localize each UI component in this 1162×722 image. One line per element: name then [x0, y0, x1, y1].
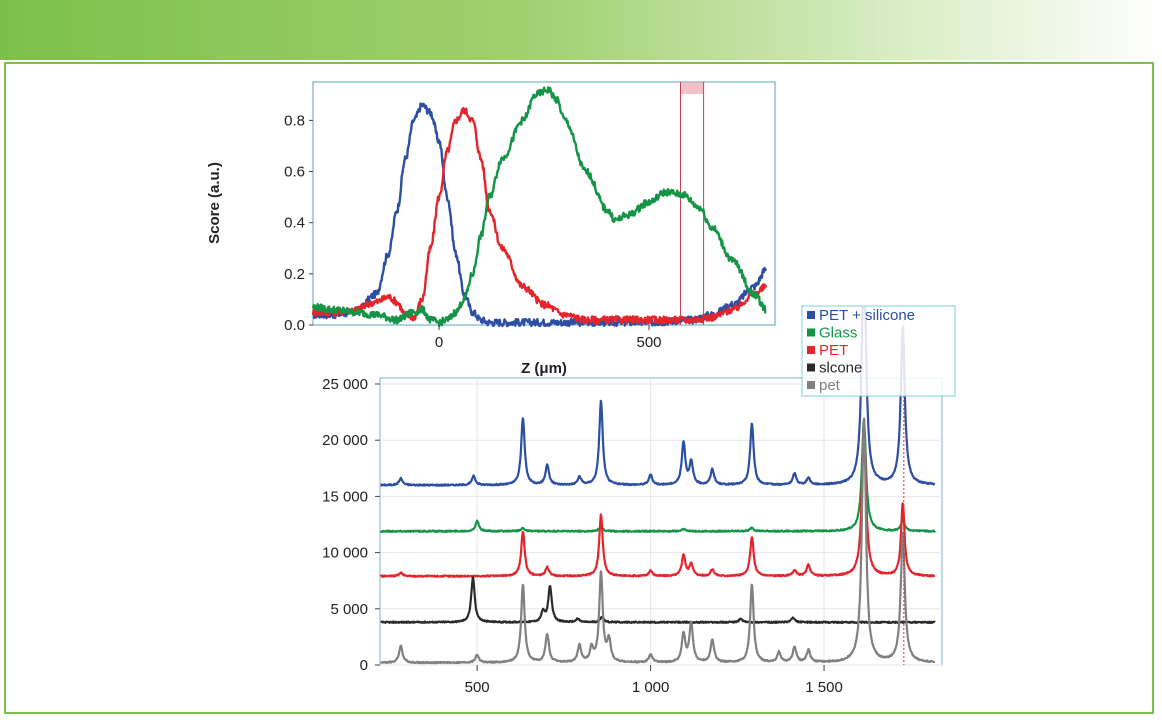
legend-label: pet [819, 377, 841, 394]
score-axis-label: Score (a.u.) [206, 162, 223, 244]
score-profile-chart: 0.0 0.2 0.4 0.6 0.8 0 500 Z (μm) Score (a.u.) [206, 81, 776, 377]
score-series-line-1 [311, 106, 768, 325]
legend-label: slcone [819, 360, 862, 377]
z-range-highlight [680, 82, 705, 325]
spectra-chart: 0 5 000 10 000 15 000 20 000 25 000 500 1 000 1 … [322, 306, 943, 696]
spectra-y-tick-label: 15 000 [322, 488, 368, 505]
spectra-y-tick-label: 25 000 [322, 376, 368, 393]
spectra-axes: 0 5 000 10 000 15 000 20 000 25 000 500 1 000 1 … [322, 376, 843, 696]
spectra-x-tick-label: 1 500 [805, 679, 843, 696]
spectra-series-group [379, 306, 936, 665]
score-y-tick-label: 0.6 [284, 164, 305, 181]
score-y-tick-label: 0.4 [284, 215, 305, 232]
score-plot-area [312, 81, 776, 326]
score-y-tick-label: 0.0 [284, 317, 305, 334]
score-series-line-2 [311, 86, 767, 328]
score-x-tick-label: 500 [636, 334, 661, 351]
spectrum-line-4 [380, 417, 936, 665]
header-banner [0, 0, 1162, 60]
score-series-group [311, 86, 768, 328]
score-series-line-0 [312, 102, 768, 328]
z-axis-label: Z (μm) [521, 360, 567, 377]
spectra-x-tick-label: 500 [465, 679, 490, 696]
spectra-y-tick-label: 0 [360, 657, 368, 674]
legend-swatch [807, 311, 815, 319]
legend-swatch [807, 381, 815, 389]
score-y-tick-label: 0.8 [284, 112, 305, 129]
legend-label: Glass [819, 325, 857, 342]
spectra-plot-area [379, 377, 943, 666]
legend-label: PET [819, 342, 848, 359]
spectra-x-tick-label: 1 000 [632, 679, 670, 696]
spectrum-line-2 [379, 424, 936, 578]
spectrum-line-0 [380, 306, 936, 487]
score-y-tick-label: 0.2 [284, 266, 305, 283]
legend-swatch [807, 346, 815, 354]
spectra-y-tick-label: 10 000 [322, 545, 368, 562]
spectra-y-tick-label: 20 000 [322, 432, 368, 449]
legend-swatch [807, 328, 815, 337]
legend-swatch [807, 363, 815, 372]
spectrum-line-3 [380, 576, 936, 625]
legend-box [801, 305, 956, 397]
highlight-cap [680, 82, 704, 94]
spectrum-line-1 [379, 418, 936, 533]
legend-label: PET + silicone [819, 307, 915, 324]
spectra-y-tick-label: 5 000 [330, 601, 368, 618]
score-axes: 0.0 0.2 0.4 0.6 0.8 0 500 [284, 112, 661, 351]
score-x-tick-label: 0 [435, 334, 443, 351]
